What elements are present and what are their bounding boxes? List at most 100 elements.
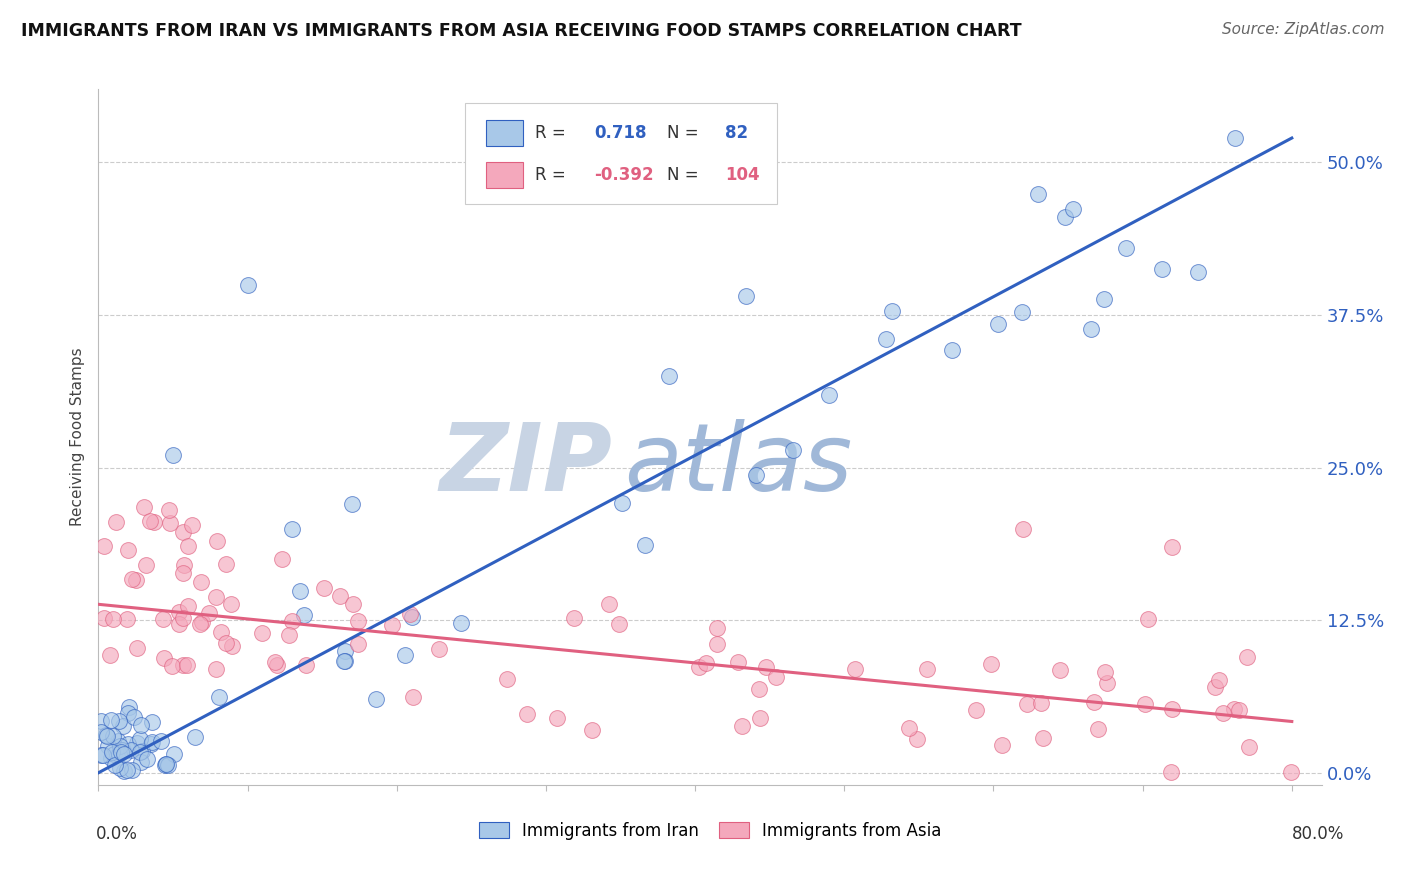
Point xyxy=(1029,696,1052,710)
Point xyxy=(1212,706,1234,720)
Point xyxy=(100,751,122,765)
Point xyxy=(125,573,148,587)
Point xyxy=(294,658,316,673)
Point xyxy=(688,660,710,674)
Point xyxy=(1137,612,1160,626)
Point xyxy=(153,757,176,772)
Point xyxy=(127,736,149,750)
Text: R =: R = xyxy=(536,124,565,142)
Point xyxy=(346,615,368,629)
Point xyxy=(401,610,423,624)
Point xyxy=(427,642,450,657)
Point xyxy=(129,717,152,731)
Point xyxy=(124,710,146,724)
Point xyxy=(91,748,114,763)
Point xyxy=(381,618,404,632)
Point xyxy=(167,605,190,619)
Point xyxy=(204,662,226,676)
Point xyxy=(153,651,176,665)
Point xyxy=(112,764,135,778)
Point xyxy=(731,719,754,733)
Point xyxy=(100,745,122,759)
Point xyxy=(546,711,568,725)
Point xyxy=(394,648,416,662)
Point xyxy=(112,747,135,761)
Text: N =: N = xyxy=(668,124,699,142)
Point xyxy=(209,624,232,639)
Point xyxy=(882,303,904,318)
Point xyxy=(1150,261,1173,276)
Point xyxy=(496,672,519,686)
Point xyxy=(172,525,194,540)
Point xyxy=(735,289,758,303)
Point xyxy=(1160,764,1182,779)
Text: 0.718: 0.718 xyxy=(593,124,647,142)
Point xyxy=(214,636,236,650)
Point xyxy=(706,621,728,635)
Point xyxy=(135,558,157,572)
Text: ZIP: ZIP xyxy=(439,419,612,511)
Point xyxy=(177,539,200,553)
Bar xyxy=(486,120,523,146)
Point xyxy=(108,747,131,761)
Point xyxy=(340,497,363,511)
Point xyxy=(120,743,142,757)
Point xyxy=(111,719,134,733)
Point xyxy=(277,628,299,642)
Point xyxy=(607,616,630,631)
Point xyxy=(152,612,174,626)
Text: atlas: atlas xyxy=(624,419,852,510)
Point xyxy=(149,733,172,747)
Point xyxy=(1062,202,1084,217)
Point xyxy=(100,714,122,728)
Point xyxy=(110,745,132,759)
Point xyxy=(104,516,127,530)
Point xyxy=(312,581,335,595)
Point xyxy=(155,757,177,772)
Point xyxy=(818,387,841,401)
Point xyxy=(965,703,987,717)
Point xyxy=(1087,722,1109,736)
Point xyxy=(1083,695,1105,709)
Point xyxy=(1223,701,1246,715)
Point xyxy=(162,449,184,463)
Point xyxy=(117,706,139,721)
Point xyxy=(90,714,112,728)
Point xyxy=(221,639,243,653)
Point xyxy=(333,654,356,668)
Point xyxy=(782,443,804,458)
Point xyxy=(1279,764,1302,779)
Point xyxy=(127,640,149,655)
Point xyxy=(103,612,125,626)
Point xyxy=(118,700,141,714)
Point xyxy=(172,611,194,625)
Point xyxy=(250,626,273,640)
Point xyxy=(1032,731,1054,746)
Point xyxy=(598,597,620,611)
Point xyxy=(215,557,238,571)
Point xyxy=(121,572,143,586)
Point xyxy=(108,739,131,754)
Point xyxy=(1204,680,1226,694)
Point xyxy=(100,648,122,663)
Point xyxy=(915,662,938,676)
Point xyxy=(236,277,259,292)
Point xyxy=(129,745,152,759)
Point xyxy=(875,333,897,347)
Point xyxy=(402,690,425,704)
Point xyxy=(634,538,657,552)
Point xyxy=(1092,292,1115,306)
Point xyxy=(198,607,221,621)
Point xyxy=(1236,649,1258,664)
Point xyxy=(748,681,770,696)
Text: -0.392: -0.392 xyxy=(593,166,654,184)
Point xyxy=(173,558,195,572)
Point xyxy=(219,597,242,611)
Point xyxy=(157,502,180,516)
Point xyxy=(765,670,787,684)
Point xyxy=(335,644,357,658)
Point xyxy=(905,731,928,746)
Point xyxy=(755,660,778,674)
Point xyxy=(1011,304,1033,318)
Point xyxy=(205,534,228,549)
